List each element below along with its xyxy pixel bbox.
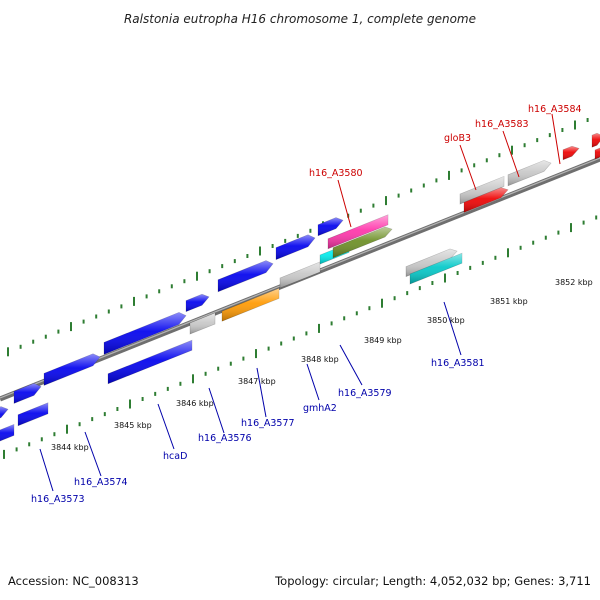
gene-arrow-shade-f18 <box>328 214 388 249</box>
kbp-label-3850: 3850 kbp <box>427 316 465 325</box>
gene-arrow-shade-f19 <box>333 227 392 258</box>
gene-arrow-shade-f14 <box>280 262 320 288</box>
gene-arrow-shade-f20 <box>460 176 504 204</box>
gene-arrow-shade-f17 <box>410 253 462 284</box>
gene-label-h16-a3574: h16_A3574 <box>74 477 128 488</box>
accession-text: Accession: NC_008313 <box>8 574 139 588</box>
kbp-label-3846: 3846 kbp <box>176 399 214 408</box>
tick-marks <box>3 118 598 459</box>
gene-label-h16-a3576: h16_A3576 <box>198 433 252 444</box>
gene-label-h16-a3577: h16_A3577 <box>241 418 295 429</box>
leader-line-10 <box>84 431 102 477</box>
gene-arrow-shade-f16 <box>406 249 457 277</box>
gene-label-h16-a3584: h16_A3584 <box>528 104 582 115</box>
gene-arrow-shade-f22 <box>508 160 551 186</box>
leader-line-11 <box>39 448 54 492</box>
gene-arrow-shade-f6 <box>218 260 273 292</box>
map-title: Ralstonia eutropha H16 chromosome 1, com… <box>124 12 476 26</box>
gene-arrow-shade-f7 <box>276 234 315 260</box>
leader-line-7 <box>256 367 267 418</box>
kbp-label-3844: 3844 kbp <box>51 443 89 452</box>
leader-line-2 <box>459 144 477 191</box>
gene-arrow-shade-f11 <box>108 340 192 384</box>
gene-label-hcad: hcaD <box>163 451 187 462</box>
gene-arrow-shade-f2 <box>14 383 41 404</box>
gene-arrow-shade-f23 <box>563 146 579 160</box>
gene-arrow-shade-f5 <box>186 294 209 312</box>
gene-arrow-shade-f12 <box>190 313 215 334</box>
gene-label-h16-a3581: h16_A3581 <box>431 358 485 369</box>
genome-summary-text: Topology: circular; Length: 4,052,032 bp… <box>275 574 591 588</box>
gene-arrow-shade-f21 <box>464 187 508 213</box>
kbp-label-3852: 3852 kbp <box>555 278 593 287</box>
leader-line-4 <box>443 301 462 356</box>
leader-line-3 <box>337 179 352 228</box>
leader-line-1 <box>502 130 520 178</box>
gene-arrow-shade-f4 <box>104 312 186 355</box>
gene-arrow-shade-f25 <box>595 147 600 159</box>
gene-arrow-shade-f1 <box>0 406 8 419</box>
leader-line-9 <box>157 403 175 450</box>
gene-arrow-shade-f24 <box>592 133 600 148</box>
leader-line-5 <box>339 344 363 386</box>
gene-label-gmha2: gmhA2 <box>303 403 337 414</box>
gene-arrow-shade-f10 <box>18 402 48 426</box>
kbp-label-3848: 3848 kbp <box>301 355 339 364</box>
gene-label-h16-a3580: h16_A3580 <box>309 168 363 179</box>
leader-line-0 <box>551 113 561 165</box>
kbp-labels: 3844 kbp 3845 kbp 3846 kbp 3847 kbp 3848… <box>51 278 593 452</box>
gene-features <box>0 132 600 442</box>
leader-line-6 <box>306 363 320 401</box>
kbp-label-3845: 3845 kbp <box>114 421 152 430</box>
kbp-label-3849: 3849 kbp <box>364 336 402 345</box>
label-leader-lines <box>39 113 561 492</box>
kbp-label-3847: 3847 kbp <box>238 377 276 386</box>
gene-arrow-shade-f3 <box>44 353 100 386</box>
kbp-label-3851: 3851 kbp <box>490 297 528 306</box>
gene-label-h16-a3583: h16_A3583 <box>475 119 529 130</box>
gene-arrow-shade-f13 <box>222 288 279 322</box>
gene-label-h16-a3573: h16_A3573 <box>31 494 85 505</box>
gene-labels: h16_A3584 h16_A3583 gloB3 h16_A3580 h16_… <box>31 104 582 505</box>
gene-arrow-shade-f8 <box>318 217 343 236</box>
leader-line-8 <box>208 387 225 434</box>
gene-arrow-shade-f9 <box>0 424 14 441</box>
gene-label-glob3: gloB3 <box>444 133 471 144</box>
gene-label-h16-a3579: h16_A3579 <box>338 388 392 399</box>
